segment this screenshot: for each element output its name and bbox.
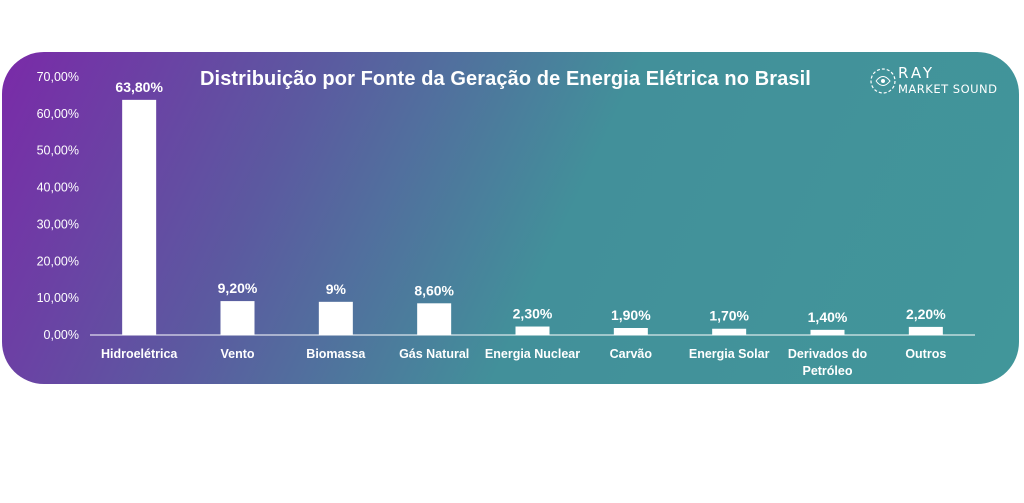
y-tick-label: 0,00% <box>44 328 79 342</box>
data-label: 9,20% <box>218 280 258 296</box>
data-label: 1,40% <box>808 309 848 325</box>
data-labels: 63,80% 9,20% 9% 8,60% 2,30% 1,90% 1,70% 1,40% 2,… <box>115 79 946 325</box>
x-tick-label: Energia Solar <box>689 347 770 361</box>
x-tick-label: Energia Nuclear <box>485 347 580 361</box>
brain-icon <box>870 68 896 94</box>
y-tick-label: 70,00% <box>37 70 79 84</box>
bar <box>712 328 747 335</box>
bar <box>417 303 452 335</box>
chart-title: Distribuição por Fonte da Geração de Ene… <box>200 68 811 90</box>
data-label: 1,90% <box>611 307 651 323</box>
y-tick-label: 60,00% <box>37 107 79 121</box>
bar <box>613 327 648 335</box>
bars <box>122 99 943 335</box>
x-tick-label: Carvão <box>610 347 653 361</box>
x-tick-label: Hidroelétrica <box>101 347 178 361</box>
x-tick-label: Derivados do Petróleo <box>788 347 868 378</box>
chart-card: Distribuição por Fonte da Geração de Ene… <box>2 52 1019 384</box>
brand-line1: RAY <box>898 64 936 82</box>
data-label: 8,60% <box>414 282 454 298</box>
data-label: 2,30% <box>513 306 553 322</box>
bar <box>908 326 943 335</box>
x-tick-label: Gás Natural <box>399 347 469 361</box>
bar <box>515 326 550 335</box>
data-label: 63,80% <box>115 79 163 95</box>
y-tick-label: 20,00% <box>37 254 79 268</box>
x-axis: Hidroelétrica Vento Biomassa Gás Natural Ene… <box>101 347 946 378</box>
bar <box>220 301 255 335</box>
data-label: 1,70% <box>709 308 749 324</box>
data-label: 2,20% <box>906 306 946 322</box>
y-tick-label: 50,00% <box>37 144 79 158</box>
brand-logo: RAY MARKET SOUND <box>864 64 1014 104</box>
brand-line2: MARKET SOUND <box>898 82 998 96</box>
x-tick-label: Vento <box>220 347 254 361</box>
y-tick-label: 40,00% <box>37 181 79 195</box>
x-tick-label: Biomassa <box>306 347 366 361</box>
bar <box>318 301 353 335</box>
x-tick-label: Outros <box>905 347 946 361</box>
y-tick-label: 30,00% <box>37 217 79 231</box>
data-label: 9% <box>326 281 347 297</box>
y-tick-label: 10,00% <box>37 291 79 305</box>
y-axis: 0,00% 10,00% 20,00% 30,00% 40,00% 50,00% 60,00… <box>37 70 975 342</box>
bar <box>122 99 157 335</box>
bar <box>810 329 845 335</box>
